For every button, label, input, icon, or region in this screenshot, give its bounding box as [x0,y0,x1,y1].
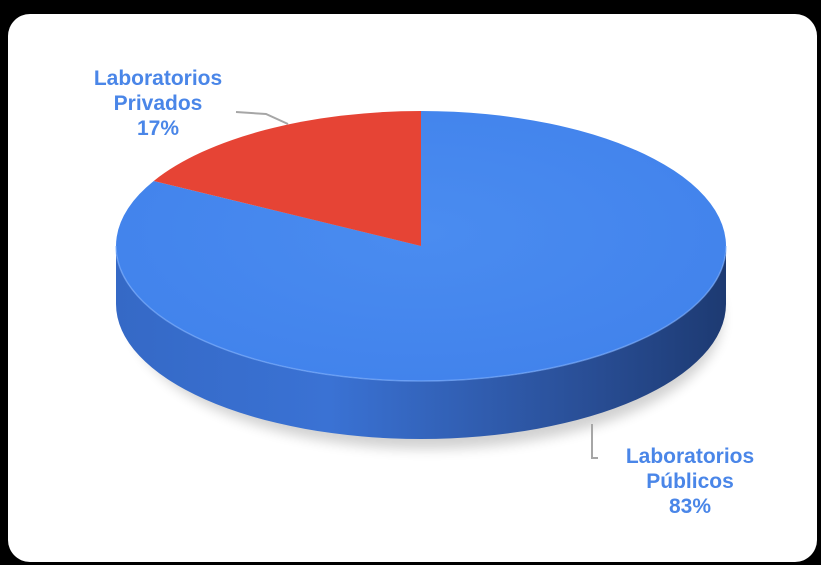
slice-label-publicos: Laboratorios Públicos 83% [590,444,790,519]
slice-label-publicos-line2: Públicos [646,470,734,493]
slice-label-privados: Laboratorios Privados 17% [68,66,248,141]
slice-label-privados-percent: 17% [136,117,180,140]
pie-chart [115,111,727,459]
pie-slice-privados [153,111,422,246]
leader-line-privados [235,111,289,125]
leader-line-publicos [591,424,598,459]
chart-frame: Laboratorios Privados 17% Laboratorios P… [8,14,817,562]
slice-label-publicos-percent: 83% [668,495,712,518]
pie-rim-highlight [115,245,727,382]
pie-side-wall [116,246,726,439]
slice-label-publicos-line1: Laboratorios [625,445,755,468]
slice-label-privados-line2: Privados [113,92,203,115]
slice-label-privados-line1: Laboratorios [93,67,223,90]
pie-slice-publicos [115,111,726,381]
